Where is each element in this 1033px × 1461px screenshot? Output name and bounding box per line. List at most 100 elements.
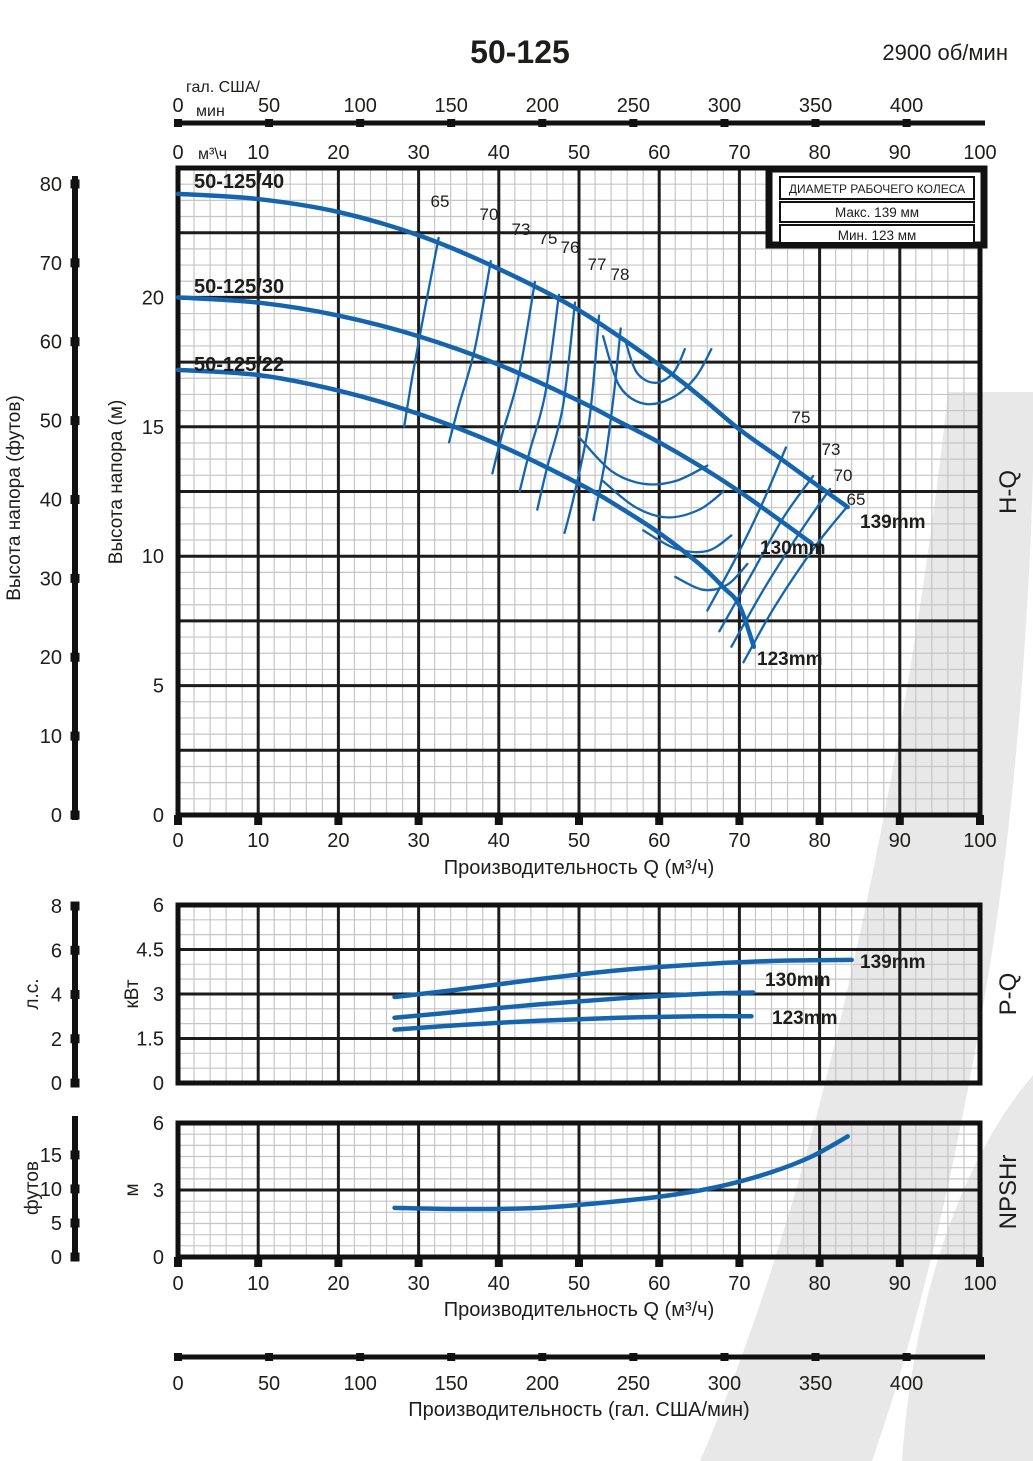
- tick-label: 350: [799, 1373, 832, 1395]
- tick-label: 40: [488, 142, 510, 164]
- tick-mark: [254, 1257, 263, 1267]
- tick-label: 30: [407, 830, 429, 852]
- pq-y-axis-label-kw: кВт: [122, 979, 143, 1008]
- npsh-grid: [175, 1120, 983, 1260]
- tick-mark: [174, 1353, 182, 1361]
- tick-label: 0: [172, 142, 183, 164]
- tick-mark: [70, 1184, 80, 1194]
- tick-label: 6: [51, 940, 62, 962]
- tick-label: 60: [648, 1273, 670, 1295]
- tick-label: 200: [526, 1373, 559, 1395]
- m3h-top-unit: м³\ч: [198, 146, 227, 163]
- tick-mark: [976, 815, 984, 825]
- tick-label: 300: [708, 1373, 741, 1395]
- tick-label: 0: [172, 1273, 183, 1295]
- efficiency-line-65-arc: [674, 562, 749, 592]
- pq-curve-139mm: [392, 957, 854, 1000]
- tick-label: 300: [708, 95, 741, 117]
- tick-mark: [70, 1218, 80, 1228]
- tick-label: 90: [889, 830, 911, 852]
- tick-label: 150: [435, 95, 468, 117]
- hq-label: 130mm: [760, 538, 826, 559]
- tick-label: 0: [153, 1073, 164, 1095]
- hq-y-axis-label-ft: Высота напора (футов): [4, 395, 25, 601]
- hq-label: 123mm: [757, 649, 823, 670]
- tick-label: 0: [172, 1373, 183, 1395]
- tick-label: 50: [568, 142, 590, 164]
- tick-mark: [70, 1252, 80, 1262]
- npsh-y-axis-label-m: м: [122, 1183, 143, 1196]
- tick-label: 30: [407, 142, 429, 164]
- hq-label: 139mm: [860, 512, 926, 533]
- tick-label: 10: [247, 830, 269, 852]
- tick-label: 0: [51, 805, 62, 827]
- pq-label: 123mm: [772, 1008, 838, 1029]
- tick-label: 90: [889, 1273, 911, 1295]
- gal-top-unit-line2: мин: [196, 103, 225, 120]
- tick-label: 6: [153, 1113, 164, 1135]
- tick-mark: [70, 652, 80, 662]
- tick-label: 50: [568, 830, 590, 852]
- pq-label: 139mm: [860, 952, 926, 973]
- npsh-ft-axis: 0 5 10 15: [40, 1116, 80, 1269]
- tick-mark: [70, 179, 80, 189]
- tick-mark: [70, 1034, 80, 1044]
- tick-label: 40: [40, 489, 62, 511]
- page-title: 50-125: [470, 34, 570, 70]
- tick-mark: [334, 815, 343, 825]
- tick-label: 30: [407, 1273, 429, 1295]
- tick-mark: [70, 573, 80, 583]
- tick-label: 50: [568, 1273, 590, 1295]
- impeller-diameter-legend: ДИАМЕТР РАБОЧЕГО КОЛЕСА Макс. 139 мм Мин…: [765, 165, 988, 249]
- tick-label: 10: [247, 142, 269, 164]
- tick-mark: [538, 1353, 547, 1361]
- tick-mark: [902, 1353, 911, 1361]
- hq-label: 65: [847, 490, 866, 509]
- hq-label: 70: [834, 466, 853, 485]
- tick-mark: [70, 416, 80, 426]
- tick-mark: [655, 815, 664, 825]
- tick-label: 400: [890, 95, 923, 117]
- chart-labels-layer: 50-125/40 50-125/30 50-125/22 139mm 130mm 123…: [194, 171, 926, 1029]
- tick-mark: [70, 810, 80, 820]
- tick-mark: [494, 815, 503, 825]
- tick-label: 10: [247, 1273, 269, 1295]
- tick-mark: [356, 1353, 365, 1361]
- tick-label: 10: [40, 1179, 62, 1201]
- tick-label: 0: [153, 1247, 164, 1269]
- legend-row-max: Макс. 139 мм: [835, 205, 919, 220]
- watermark-swoosh: [700, 392, 1033, 1461]
- hq-ft-axis: 0 10 20 30 40 50 60 70 80: [40, 174, 80, 827]
- tick-label: 3: [153, 984, 164, 1006]
- pq-label: 130mm: [765, 970, 831, 991]
- pq-curve-123mm: [392, 1013, 754, 1032]
- tick-label: 0: [172, 830, 183, 852]
- tick-label: 50: [258, 1373, 280, 1395]
- tick-label: 0: [153, 805, 164, 827]
- tick-mark: [334, 1257, 343, 1267]
- tick-label: 10: [142, 546, 164, 568]
- tick-mark: [70, 337, 80, 347]
- side-label-pq: P-Q: [995, 973, 1022, 1016]
- tick-label: 70: [728, 1273, 750, 1295]
- tick-mark: [811, 119, 820, 127]
- hq-label: 77: [588, 255, 607, 274]
- efficiency-line-78-island: [624, 340, 687, 384]
- tick-mark: [811, 1353, 820, 1361]
- tick-mark: [815, 1257, 824, 1267]
- tick-mark: [629, 1353, 638, 1361]
- efficiency-line-65-left: [403, 236, 440, 428]
- tick-label: 20: [327, 142, 349, 164]
- pq-hp-axis: 0 2 4 6 8: [51, 896, 80, 1095]
- watermark-swoosh-2: [902, 1075, 1033, 1461]
- tick-mark: [538, 119, 547, 127]
- npsh-curve-NPSHr: [392, 1134, 850, 1212]
- tick-mark: [815, 815, 824, 825]
- tick-mark: [70, 1150, 80, 1160]
- tick-label: 80: [40, 174, 62, 196]
- hq-label: 76: [561, 238, 580, 257]
- legend-title: ДИАМЕТР РАБОЧЕГО КОЛЕСА: [789, 182, 965, 196]
- tick-label: 100: [963, 830, 996, 852]
- tick-mark: [494, 1257, 503, 1267]
